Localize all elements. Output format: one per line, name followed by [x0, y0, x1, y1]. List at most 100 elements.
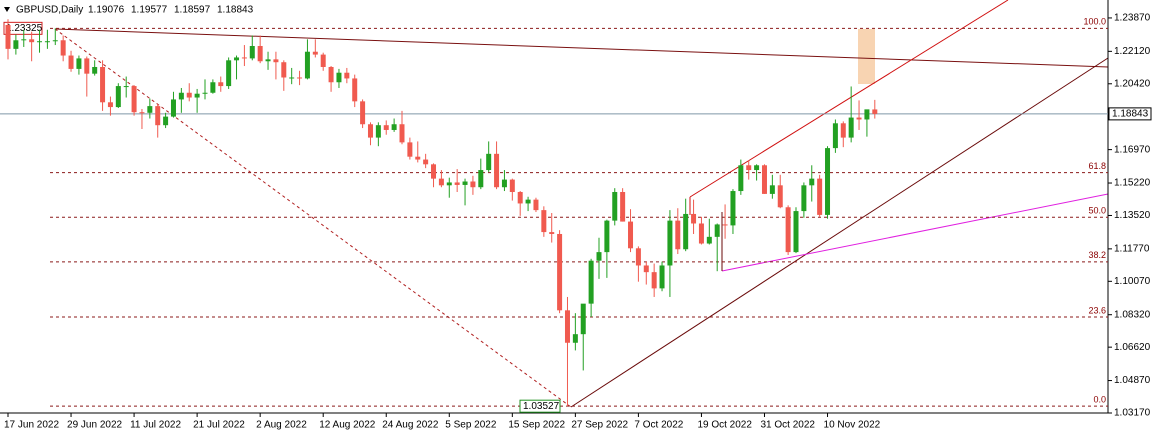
high-marker-box: [3, 21, 43, 35]
candle-body: [186, 92, 192, 98]
candle-body: [241, 57, 247, 59]
x-tick-label: 15 Sep 2022: [508, 420, 565, 431]
candle-body: [864, 109, 870, 120]
candle-body: [793, 211, 799, 253]
menu-arrow: [4, 7, 10, 12]
candle-body: [620, 191, 626, 222]
y-tick-label: 1.04870: [1114, 375, 1151, 386]
price-box: [1108, 107, 1152, 121]
candle-body: [21, 39, 27, 41]
channel-upper: [689, 0, 1009, 198]
price-label: 1.18843: [1112, 109, 1149, 120]
candle-body: [68, 55, 74, 69]
candle-body: [643, 265, 649, 273]
channel-lower: [570, 57, 1109, 408]
candle-body: [564, 310, 570, 343]
candle-body: [304, 51, 310, 79]
x-tick-label: 21 Jul 2022: [193, 420, 245, 431]
candle-body: [289, 77, 295, 79]
candle-body: [486, 153, 492, 171]
candle-body: [297, 77, 303, 79]
y-tick-label: 1.20420: [1114, 78, 1151, 89]
candle-body: [249, 45, 255, 59]
candle-body: [92, 66, 98, 74]
candle-body: [659, 265, 665, 289]
candle-body: [328, 66, 334, 83]
candle-body: [588, 260, 594, 304]
candle-body: [438, 178, 444, 186]
high-marker: 1.23325: [6, 23, 43, 34]
candle-body: [281, 62, 287, 78]
candle-body: [226, 60, 232, 87]
candle-body: [163, 116, 169, 126]
candle-body: [549, 232, 555, 234]
candle-body: [399, 124, 405, 143]
candle-body: [44, 41, 50, 43]
candle-body: [809, 178, 815, 186]
candle-body: [730, 191, 736, 226]
candle-body: [13, 40, 19, 49]
candle-body: [37, 41, 43, 43]
candle-body: [501, 179, 507, 188]
candle-body: [202, 92, 208, 94]
y-tick-label: 1.08320: [1114, 309, 1151, 320]
candle-body: [470, 181, 476, 188]
fib-label: 100.0: [1083, 17, 1106, 27]
candle-body: [391, 124, 397, 130]
candle-body: [155, 106, 161, 126]
candle-body: [194, 93, 200, 98]
candle-body: [651, 272, 657, 289]
candle-body: [825, 148, 831, 215]
candle-body: [367, 124, 373, 138]
candle-body: [683, 213, 689, 250]
x-tick-label: 5 Sep 2022: [445, 420, 497, 431]
candle-body: [131, 86, 137, 113]
candle-body: [635, 248, 641, 266]
candle-body: [785, 207, 791, 253]
candle-body: [761, 165, 767, 194]
candle-body: [840, 123, 846, 138]
x-tick-label: 12 Aug 2022: [319, 420, 376, 431]
candle-body: [210, 82, 216, 93]
candle-body: [698, 223, 704, 244]
candle-body: [454, 182, 460, 185]
candle-body: [557, 233, 563, 311]
support-line: [721, 193, 1109, 272]
x-tick-label: 24 Aug 2022: [382, 420, 439, 431]
y-tick-label: 1.15220: [1114, 178, 1151, 189]
y-tick-label: 1.23870: [1114, 13, 1151, 24]
y-tick-label: 1.13520: [1114, 210, 1151, 221]
fib-label: 50.0: [1088, 206, 1106, 216]
x-tick-label: 31 Oct 2022: [760, 420, 815, 431]
candle-body: [738, 165, 744, 192]
candle-body: [383, 125, 389, 130]
candle-body: [714, 224, 720, 237]
symbol: GBPUSD,Daily: [16, 5, 83, 16]
candle-body: [848, 117, 854, 138]
y-tick-label: 1.22120: [1114, 46, 1151, 57]
candle-body: [170, 99, 176, 117]
candle-body: [375, 125, 381, 138]
candle-body: [352, 78, 358, 102]
candle-body: [257, 45, 263, 62]
diagonal: [54, 28, 572, 408]
candle-body: [801, 185, 807, 212]
candle-body: [415, 156, 421, 160]
x-tick-label: 10 Nov 2022: [824, 420, 881, 431]
candle-body: [856, 117, 862, 120]
candle-body: [596, 252, 602, 261]
header-high: 1.19577: [131, 5, 168, 16]
candle-body: [628, 221, 634, 249]
candle-body: [509, 179, 515, 192]
candle-body: [320, 54, 326, 67]
candle-body: [360, 101, 366, 125]
candle-body: [84, 58, 90, 74]
x-tick-label: 17 Jun 2022: [4, 420, 59, 431]
candle-body: [312, 51, 318, 55]
candle-body: [478, 170, 484, 188]
drawings: [54, 0, 1109, 408]
header-open: 1.19076: [88, 5, 125, 16]
candle-body: [572, 334, 578, 343]
fib-label: 0.0: [1093, 395, 1106, 405]
